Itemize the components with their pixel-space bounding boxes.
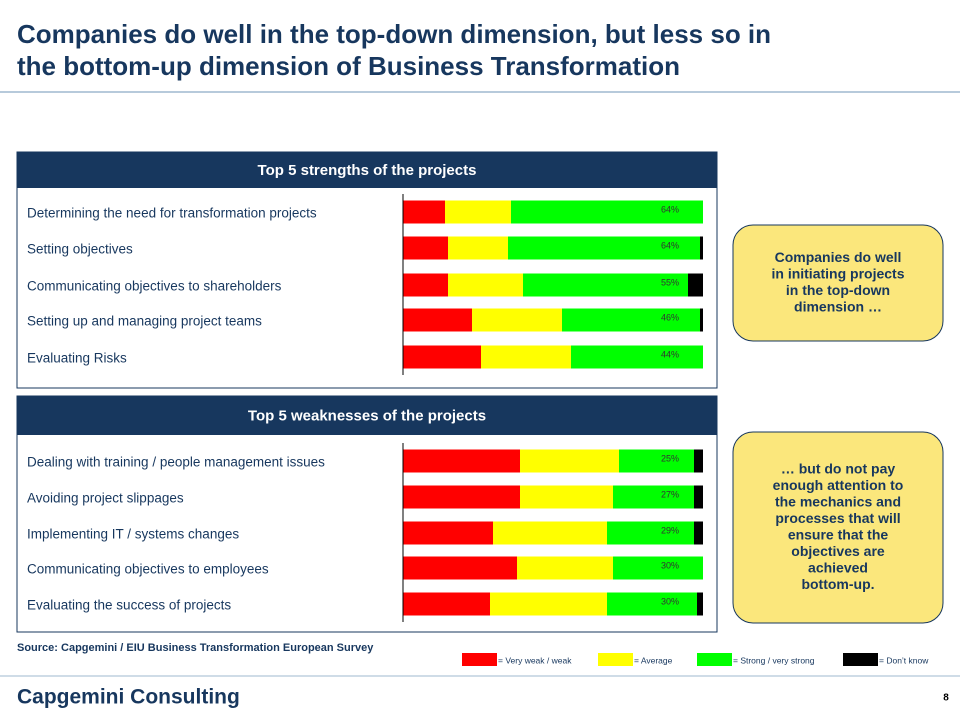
bar-segment bbox=[619, 449, 694, 473]
legend-label: = Average bbox=[634, 655, 673, 665]
value-label: 30% bbox=[661, 596, 679, 606]
bar-segment bbox=[472, 308, 562, 332]
value-label: 46% bbox=[661, 312, 679, 322]
bar-segment bbox=[490, 592, 607, 616]
value-label: 27% bbox=[661, 489, 679, 499]
bar-segment bbox=[520, 485, 613, 509]
legend-swatch bbox=[697, 653, 732, 666]
callout-text: objectives are bbox=[791, 543, 885, 559]
legend-label: = Don’t know bbox=[879, 655, 929, 665]
value-label: 44% bbox=[661, 349, 679, 359]
slide-title: Companies do well in the top-down dimens… bbox=[17, 19, 771, 49]
category-label: Setting up and managing project teams bbox=[27, 314, 262, 329]
category-label: Communicating objectives to shareholders bbox=[27, 279, 282, 294]
value-label: 64% bbox=[661, 240, 679, 250]
category-label: Dealing with training / people managemen… bbox=[27, 455, 325, 470]
callout-box bbox=[732, 431, 944, 624]
logo: Capgemini Consulting bbox=[17, 686, 240, 709]
bar-segment bbox=[448, 273, 523, 297]
bar-segment bbox=[607, 521, 694, 545]
bar-segment bbox=[445, 200, 511, 224]
bar-segment bbox=[403, 592, 490, 616]
bar-segment bbox=[607, 592, 697, 616]
callout-text: in the top-down bbox=[786, 282, 890, 298]
legend-label: = Very weak / weak bbox=[498, 655, 572, 665]
legend-swatch bbox=[462, 653, 497, 666]
callout-text: achieved bbox=[808, 559, 868, 575]
callout-text: dimension … bbox=[794, 298, 882, 314]
source: Source: Capgemini / EIU Business Transfo… bbox=[17, 642, 374, 654]
bar-segment bbox=[613, 485, 694, 509]
category-label: Determining the need for transformation … bbox=[27, 206, 317, 221]
callout-text: ensure that the bbox=[788, 526, 889, 542]
category-label: Setting objectives bbox=[27, 242, 133, 257]
page-number: 8 bbox=[943, 693, 949, 704]
bar-segment bbox=[613, 556, 703, 580]
slide-title: the bottom-up dimension of Business Tran… bbox=[17, 51, 680, 81]
category-label: Evaluating the success of projects bbox=[27, 598, 231, 613]
bar-segment bbox=[700, 236, 703, 260]
bar-segment bbox=[403, 556, 517, 580]
bar-segment bbox=[403, 485, 520, 509]
bar-segment bbox=[700, 308, 703, 332]
bar-segment bbox=[517, 556, 613, 580]
category-label: Avoiding project slippages bbox=[27, 491, 184, 506]
callout-text: … but do not pay bbox=[781, 460, 896, 476]
callout-text: bottom-up. bbox=[801, 576, 874, 592]
callout-text: enough attention to bbox=[773, 477, 904, 493]
value-label: 29% bbox=[661, 525, 679, 535]
bar-segment bbox=[403, 200, 445, 224]
callout-box bbox=[732, 224, 944, 342]
callout-text: processes that will bbox=[775, 510, 900, 526]
bar-segment bbox=[493, 521, 607, 545]
value-label: 55% bbox=[661, 277, 679, 287]
bar-segment bbox=[403, 308, 472, 332]
bar-segment bbox=[694, 449, 703, 473]
bar-segment bbox=[403, 521, 493, 545]
bar-segment bbox=[571, 345, 703, 369]
panel-title: Top 5 strengths of the projects bbox=[258, 162, 477, 179]
bar-segment bbox=[448, 236, 508, 260]
callout-text: in initiating projects bbox=[771, 265, 904, 281]
panel-title: Top 5 weaknesses of the projects bbox=[248, 407, 486, 424]
value-label: 30% bbox=[661, 560, 679, 570]
bar-segment bbox=[403, 345, 481, 369]
value-label: 25% bbox=[661, 453, 679, 463]
bar-segment bbox=[508, 236, 700, 260]
bar-segment bbox=[403, 236, 448, 260]
value-label: 64% bbox=[661, 204, 679, 214]
bar-segment bbox=[688, 273, 703, 297]
bar-segment bbox=[694, 485, 703, 509]
callout-text: the mechanics and bbox=[775, 493, 901, 509]
legend-label: = Strong / very strong bbox=[733, 655, 815, 665]
category-label: Implementing IT / systems changes bbox=[27, 527, 239, 542]
panel-header bbox=[17, 152, 717, 188]
bar-segment bbox=[697, 592, 703, 616]
bar-segment bbox=[511, 200, 703, 224]
bar-segment bbox=[523, 273, 688, 297]
bar-segment bbox=[481, 345, 571, 369]
callout-text: Companies do well bbox=[775, 249, 902, 265]
bar-segment bbox=[520, 449, 619, 473]
legend-swatch bbox=[598, 653, 633, 666]
bar-segment bbox=[562, 308, 700, 332]
category-label: Communicating objectives to employees bbox=[27, 562, 269, 577]
bar-segment bbox=[694, 521, 703, 545]
bar-segment bbox=[403, 273, 448, 297]
legend-swatch bbox=[843, 653, 878, 666]
panel-header bbox=[17, 396, 717, 435]
category-label: Evaluating Risks bbox=[27, 351, 127, 366]
bar-segment bbox=[403, 449, 520, 473]
